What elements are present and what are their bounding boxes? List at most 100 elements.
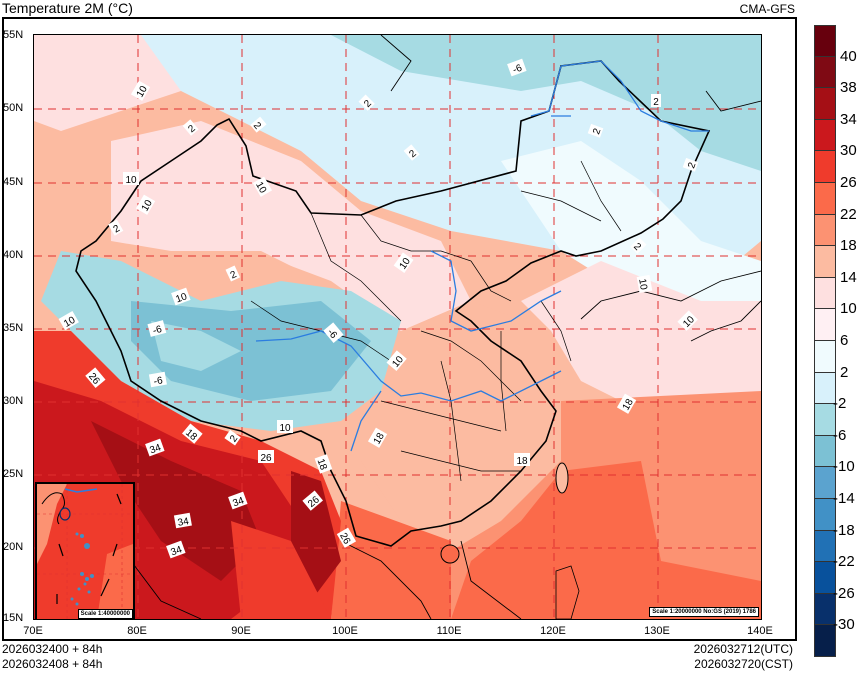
colorbar-tick-label: -14 bbox=[833, 490, 855, 507]
contour-label: 2 bbox=[182, 119, 199, 136]
colorbar-bin bbox=[814, 467, 836, 499]
colorbar-bin bbox=[814, 88, 836, 120]
colorbar-bin bbox=[814, 530, 836, 563]
colorbar-bin bbox=[814, 593, 836, 626]
colorbar-tick-label: -22 bbox=[833, 553, 855, 571]
svg-text:2: 2 bbox=[591, 127, 603, 136]
colorbar-tick-label: 34 bbox=[840, 110, 857, 128]
contour-label: 2 bbox=[651, 94, 661, 108]
contour-labels: 102 22210101022101010-622221010-6-6-61026… bbox=[58, 58, 699, 558]
colorbar-tick-label: 40 bbox=[840, 47, 857, 65]
temperature-map[interactable]: 10 2 2 2 2 10 10 10 2 2 10 10 10 -6 2 2 2 2 10 10 -6 -6 -6 10 26… bbox=[33, 34, 762, 620]
latitude-label: 45N bbox=[3, 176, 24, 188]
contour-label: 26 bbox=[258, 450, 274, 464]
latitude-label: 30N bbox=[3, 395, 24, 407]
colorbar-tick-label: -30 bbox=[833, 616, 855, 634]
colorbar-bin bbox=[814, 404, 836, 436]
colorbar-tick-label: -2 bbox=[833, 395, 847, 413]
latitude-label: 15N bbox=[3, 612, 24, 624]
svg-text:34: 34 bbox=[231, 495, 246, 509]
svg-text:2: 2 bbox=[407, 148, 419, 160]
contour-label: 2 bbox=[108, 219, 124, 236]
init-time-cst: 2026032408 + 84h bbox=[2, 657, 103, 671]
contour-label: 2 bbox=[358, 94, 375, 111]
colorbar-bin bbox=[814, 246, 836, 278]
contour-label: 2 bbox=[587, 123, 604, 138]
contour-label: 18 bbox=[315, 454, 333, 474]
colorbar-tick-label: 10 bbox=[840, 300, 857, 318]
contour-label: 18 bbox=[514, 453, 530, 467]
contour-label: -6 bbox=[148, 371, 167, 388]
colorbar-bin bbox=[814, 562, 836, 594]
colorbar-bin bbox=[814, 435, 836, 468]
model-name: CMA-GFS bbox=[739, 2, 795, 16]
longitude-label: 80E bbox=[127, 625, 147, 637]
svg-text:18: 18 bbox=[516, 456, 528, 467]
svg-text:18: 18 bbox=[372, 431, 387, 447]
svg-text:34: 34 bbox=[169, 544, 184, 558]
colorbar-tick-label: -18 bbox=[833, 521, 855, 539]
colorbar bbox=[814, 25, 836, 657]
contour-label: 34 bbox=[166, 540, 186, 558]
svg-text:10: 10 bbox=[636, 278, 649, 291]
valid-time-cst: 2026032720(CST) bbox=[694, 657, 793, 671]
colorbar-bin bbox=[814, 277, 836, 310]
colorbar-bin bbox=[814, 119, 836, 152]
colorbar-tick-label: -6 bbox=[833, 426, 847, 444]
svg-text:10: 10 bbox=[62, 315, 78, 330]
svg-text:2: 2 bbox=[251, 120, 263, 132]
contour-label: 10 bbox=[135, 194, 156, 215]
colorbar-bin bbox=[814, 625, 836, 657]
svg-text:2: 2 bbox=[686, 161, 698, 170]
svg-text:2: 2 bbox=[112, 223, 123, 236]
main-scale-bar: Scale 1:20000000 No:GS (2019) 1786 bbox=[649, 607, 759, 617]
svg-text:10: 10 bbox=[279, 423, 291, 434]
colorbar-tick-label: 30 bbox=[840, 142, 857, 160]
svg-text:2: 2 bbox=[229, 269, 239, 282]
chart-title: Temperature 2M (°C) bbox=[2, 0, 133, 16]
colorbar-tick-label: -10 bbox=[833, 458, 855, 476]
contour-label: -6 bbox=[507, 58, 527, 77]
longitude-label: 90E bbox=[231, 625, 251, 637]
svg-text:2: 2 bbox=[653, 97, 659, 108]
colorbar-tick-label: -26 bbox=[833, 584, 855, 602]
contour-label: 26 bbox=[336, 527, 357, 548]
colorbar-bin bbox=[814, 56, 836, 89]
svg-text:26: 26 bbox=[337, 531, 352, 547]
latitude-label: 25N bbox=[3, 468, 24, 480]
contour-label: 18 bbox=[616, 393, 637, 414]
contour-label: 10 bbox=[393, 252, 414, 273]
valid-time-utc: 2026032712(UTC) bbox=[693, 642, 793, 656]
svg-text:-6: -6 bbox=[152, 324, 164, 337]
contour-label: 2 bbox=[403, 144, 420, 161]
contour-label: 2 bbox=[250, 116, 267, 133]
latitude-label: 40N bbox=[3, 249, 24, 261]
contour-label: 2 bbox=[682, 157, 699, 172]
south-china-sea-inset: Scale 1:40000000 bbox=[35, 482, 135, 619]
latitude-label: 35N bbox=[3, 322, 24, 334]
colorbar-bin bbox=[814, 182, 836, 215]
colorbar-tick-label: 2 bbox=[840, 363, 849, 381]
svg-text:10: 10 bbox=[125, 175, 137, 186]
svg-text:2: 2 bbox=[228, 433, 240, 444]
map-canvas: 102 22210101022101010-622221010-6-6-61026… bbox=[34, 35, 761, 619]
svg-text:10: 10 bbox=[174, 291, 189, 305]
colorbar-tick-label: 38 bbox=[840, 79, 857, 97]
svg-text:2: 2 bbox=[186, 123, 198, 135]
contour-label: 10 bbox=[58, 310, 79, 331]
contour-label: 18 bbox=[367, 427, 388, 448]
svg-text:10: 10 bbox=[135, 84, 150, 100]
contour-label: 2 bbox=[225, 265, 241, 282]
longitude-label: 140E bbox=[747, 625, 773, 637]
svg-text:18: 18 bbox=[621, 397, 636, 413]
svg-text:18: 18 bbox=[315, 457, 329, 472]
svg-text:34: 34 bbox=[177, 516, 190, 529]
contour-label: 10 bbox=[171, 287, 191, 305]
colorbar-tick-label: 22 bbox=[840, 205, 857, 223]
colorbar-tick-label: 26 bbox=[840, 174, 857, 191]
contour-label: 10 bbox=[130, 80, 151, 101]
colorbar-tick-label: 6 bbox=[840, 332, 849, 349]
colorbar-tick-label: 18 bbox=[840, 237, 857, 255]
contour-label: 34 bbox=[145, 438, 165, 456]
colorbar-bin bbox=[814, 214, 836, 247]
